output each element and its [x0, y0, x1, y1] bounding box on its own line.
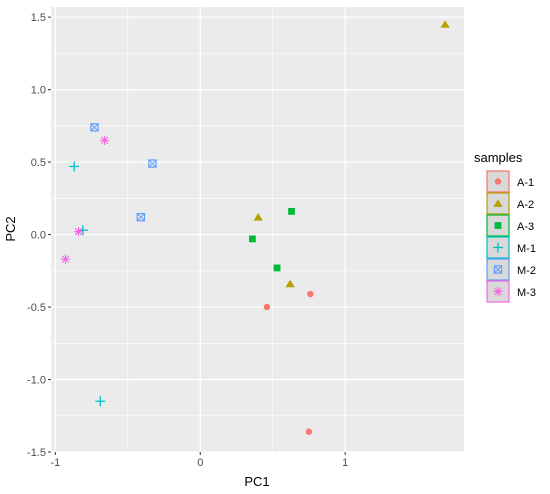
y-tick-label: -1.0 [27, 375, 46, 387]
legend-label: A-1 [517, 177, 534, 189]
point-a-3 [288, 207, 295, 215]
legend-item-m-1: M-1 [486, 236, 536, 259]
plot-panel [51, 7, 464, 452]
legend-label: M-2 [517, 265, 536, 277]
legend-label: M-3 [517, 287, 536, 299]
legend-key-symbol [493, 265, 503, 274]
point-a-3 [273, 264, 281, 272]
point-m-3 [100, 135, 110, 145]
y-tick-label: -0.5 [27, 302, 46, 314]
point-a-1 [263, 303, 271, 311]
point-a-3 [249, 235, 256, 243]
legend-item-m-3: M-3 [486, 280, 536, 303]
y-tick-label: 1.5 [31, 12, 46, 24]
point-m-2 [136, 212, 146, 222]
legend-item-m-2: M-2 [486, 258, 536, 281]
x-tick-label: 0 [197, 457, 203, 469]
legend-key-symbol [493, 199, 503, 207]
point-a-2 [285, 279, 295, 288]
legend-item-a-2: A-2 [486, 192, 534, 215]
point-m-2 [148, 159, 157, 168]
y-tick-label: 0.0 [31, 230, 46, 242]
legend-key-symbol [494, 222, 502, 229]
point-m-1 [95, 396, 106, 407]
point-a-2 [440, 20, 450, 28]
gridlines [51, 7, 464, 453]
legend-label: M-1 [517, 243, 536, 255]
legend-key-symbol [494, 178, 502, 185]
y-axis-ticks: 1.5 1.0 0.5 0.0 -0.5 -1.0 -1.5 [27, 12, 51, 459]
point-a-2 [253, 212, 263, 221]
point-m-3 [73, 227, 84, 237]
point-m-1 [69, 161, 80, 172]
point-m-2 [90, 123, 99, 132]
y-axis-title: PC2 [3, 216, 18, 241]
point-a-1 [307, 290, 314, 298]
x-tick-label: 1 [342, 457, 348, 469]
x-tick-label: -1 [50, 457, 60, 469]
legend-label: A-2 [517, 199, 534, 211]
x-axis-ticks: -1 0 1 [50, 452, 348, 469]
legend-item-a-3: A-3 [486, 214, 534, 237]
legend-key-symbol [493, 286, 503, 297]
y-tick-label: -1.5 [27, 447, 46, 459]
y-tick-label: 0.5 [31, 157, 46, 169]
point-m-3 [60, 254, 71, 264]
legend-item-a-1: A-1 [486, 170, 534, 193]
y-tick-label: 1.0 [31, 85, 46, 97]
x-axis-title: PC1 [244, 474, 269, 489]
legend-label: A-3 [517, 221, 534, 233]
legend-key-symbol [493, 242, 503, 253]
data-points [60, 20, 450, 435]
legend-title: samples [474, 150, 523, 165]
legend: samples A-1 A-2 A-3 M-1 M-2 M-3 [474, 150, 536, 303]
point-a-1 [305, 428, 313, 435]
